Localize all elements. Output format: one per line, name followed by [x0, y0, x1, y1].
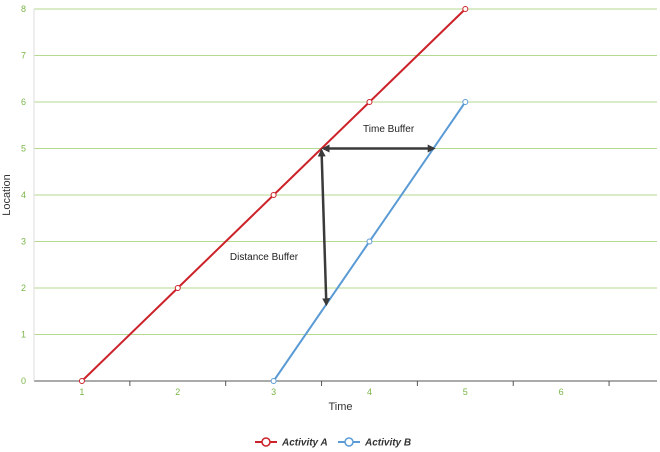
annotation-layer: Time Buffer Distance Buffer	[230, 124, 436, 307]
x-tick-label-3: 3	[271, 387, 276, 397]
legend-label-activity-a: Activity A	[281, 438, 328, 449]
y-axis-title: Location	[1, 174, 13, 216]
grid-layer	[34, 8, 657, 335]
data-point	[366, 238, 373, 245]
y-tick-label-3: 3	[21, 237, 26, 247]
legend-marker	[344, 437, 354, 447]
data-point	[174, 285, 181, 291]
y-tick-label-7: 7	[21, 51, 26, 61]
x-tick-label-6: 6	[559, 387, 564, 397]
data-point	[366, 99, 373, 105]
distance-buffer-label: Distance Buffer	[230, 252, 299, 263]
legend: Activity A Activity B	[255, 437, 411, 449]
y-tick-label-0: 0	[21, 376, 26, 386]
y-tick-label-8: 8	[21, 4, 26, 14]
y-tick-label-5: 5	[21, 144, 26, 154]
x-tick-label-4: 4	[367, 387, 372, 397]
data-point	[78, 378, 85, 384]
distance-buffer-arrow	[317, 148, 331, 307]
y-tick-label-1: 1	[21, 330, 26, 340]
data-point	[462, 99, 469, 105]
axis-layer: 0 1 2 3 4 5 6 7 8 1 2 3 4 5 6	[21, 4, 657, 397]
time-buffer-label: Time Buffer	[363, 124, 415, 135]
y-tick-label-6: 6	[21, 97, 26, 107]
data-point	[270, 192, 277, 198]
legend-label-activity-b: Activity B	[364, 438, 411, 449]
y-tick-label-4: 4	[21, 190, 26, 200]
y-tick-label-2: 2	[21, 283, 26, 293]
x-tick-label-1: 1	[79, 387, 84, 397]
x-tick-label-5: 5	[463, 387, 468, 397]
data-point	[270, 378, 277, 384]
data-point	[462, 6, 469, 12]
legend-marker	[261, 437, 271, 447]
x-tick-label-2: 2	[175, 387, 180, 397]
x-axis-title: Time	[328, 401, 352, 413]
